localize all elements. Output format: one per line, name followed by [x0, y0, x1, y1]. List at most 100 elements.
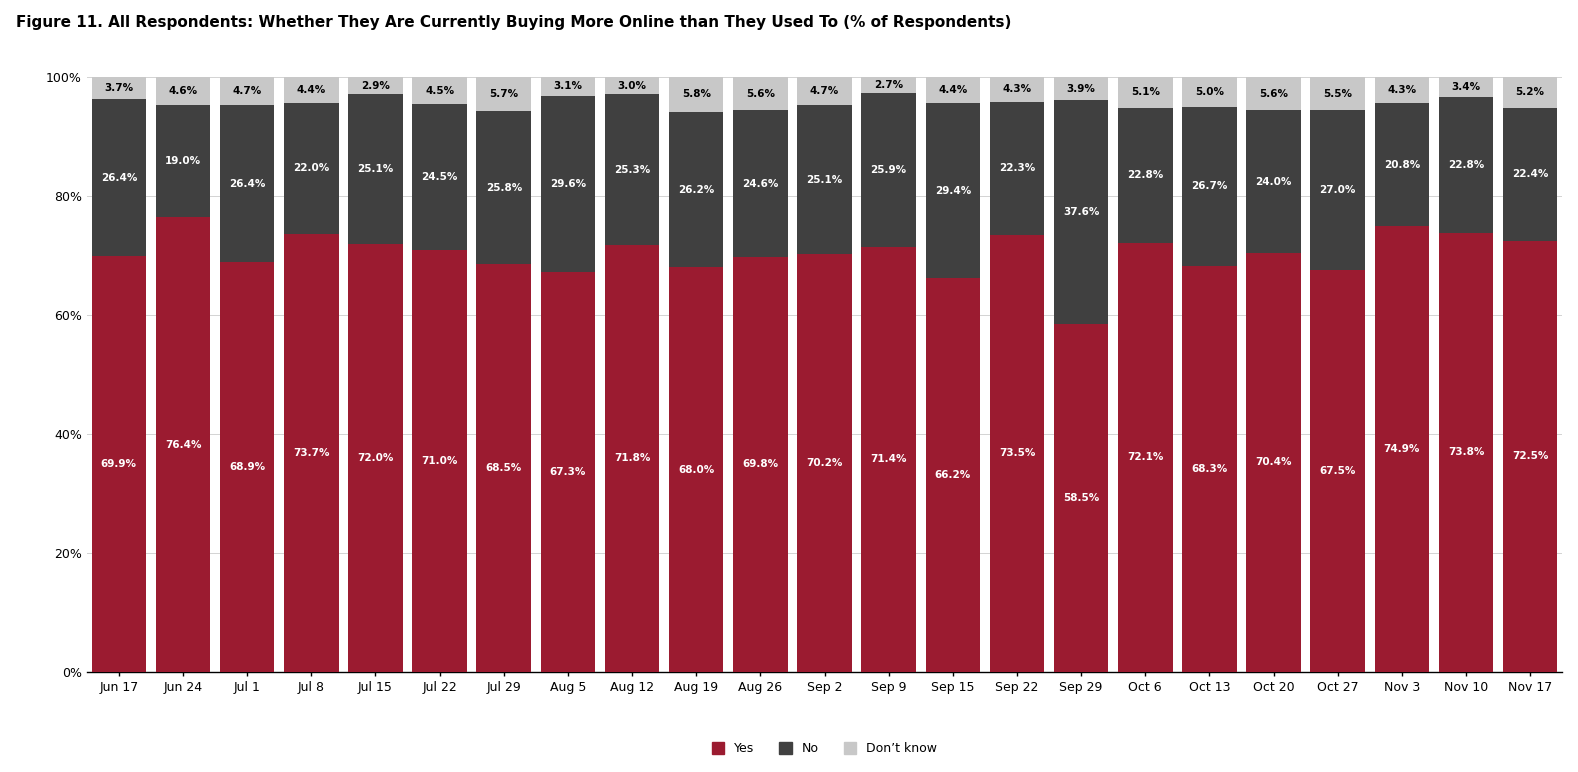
Bar	[1247, 77, 1300, 110]
Bar	[284, 76, 339, 103]
Text: 4.7%: 4.7%	[810, 86, 839, 96]
Bar	[284, 103, 339, 234]
Bar	[284, 234, 339, 672]
Text: 2.9%: 2.9%	[361, 81, 390, 91]
Bar	[1117, 243, 1172, 672]
Text: 4.4%: 4.4%	[297, 85, 327, 95]
Bar	[1182, 107, 1237, 266]
Text: 68.0%: 68.0%	[679, 465, 715, 475]
Bar	[1247, 110, 1300, 253]
Bar	[1182, 266, 1237, 672]
Legend: Yes, No, Don’t know: Yes, No, Don’t know	[707, 737, 942, 760]
Text: 73.7%: 73.7%	[294, 448, 330, 458]
Bar	[219, 77, 275, 105]
Bar	[1182, 77, 1237, 107]
Bar	[604, 245, 660, 672]
Bar	[797, 105, 852, 254]
Text: 69.8%: 69.8%	[742, 459, 778, 469]
Bar	[734, 257, 787, 672]
Bar	[1117, 107, 1172, 243]
Bar	[349, 77, 402, 94]
Text: 5.0%: 5.0%	[1195, 87, 1225, 97]
Bar	[412, 249, 467, 672]
Text: 72.0%: 72.0%	[357, 452, 393, 462]
Bar	[156, 218, 210, 672]
Text: 22.4%: 22.4%	[1512, 169, 1548, 179]
Bar	[734, 110, 787, 257]
Text: 3.9%: 3.9%	[1067, 84, 1095, 93]
Text: 4.5%: 4.5%	[424, 86, 454, 96]
Bar	[1310, 270, 1365, 672]
Text: 25.9%: 25.9%	[871, 165, 907, 175]
Text: 3.4%: 3.4%	[1452, 83, 1480, 93]
Bar	[1374, 103, 1430, 226]
Text: 66.2%: 66.2%	[934, 470, 970, 480]
Bar	[219, 105, 275, 262]
Text: 73.5%: 73.5%	[999, 449, 1035, 459]
Bar	[477, 265, 532, 672]
Text: 70.2%: 70.2%	[806, 458, 843, 468]
Bar	[604, 76, 660, 94]
Bar	[989, 76, 1045, 102]
Text: 4.6%: 4.6%	[169, 86, 197, 96]
Bar	[156, 104, 210, 218]
Bar	[1310, 110, 1365, 270]
Text: 74.9%: 74.9%	[1384, 444, 1420, 454]
Text: 25.3%: 25.3%	[614, 164, 650, 174]
Bar	[1374, 77, 1430, 103]
Bar	[1247, 253, 1300, 672]
Text: 25.1%: 25.1%	[357, 164, 393, 174]
Text: 2.7%: 2.7%	[874, 80, 903, 90]
Text: 5.5%: 5.5%	[1324, 89, 1352, 99]
Text: 22.3%: 22.3%	[999, 164, 1035, 174]
Text: 70.4%: 70.4%	[1255, 457, 1292, 467]
Bar	[1502, 76, 1557, 107]
Text: 29.6%: 29.6%	[549, 178, 585, 188]
Text: 22.0%: 22.0%	[294, 163, 330, 173]
Text: 22.8%: 22.8%	[1449, 160, 1485, 170]
Text: 26.4%: 26.4%	[101, 173, 137, 183]
Bar	[862, 247, 915, 672]
Bar	[541, 96, 595, 272]
Text: 4.3%: 4.3%	[1002, 84, 1032, 94]
Text: 3.7%: 3.7%	[104, 83, 134, 93]
Bar	[989, 235, 1045, 672]
Bar	[862, 93, 915, 247]
Text: 24.0%: 24.0%	[1256, 177, 1292, 187]
Bar	[1439, 97, 1493, 233]
Bar	[349, 94, 402, 244]
Text: 26.4%: 26.4%	[229, 178, 265, 188]
Text: 24.6%: 24.6%	[742, 178, 778, 188]
Text: 5.1%: 5.1%	[1131, 87, 1160, 97]
Text: 3.1%: 3.1%	[554, 81, 582, 91]
Bar	[92, 256, 147, 672]
Text: 5.7%: 5.7%	[489, 89, 518, 99]
Bar	[926, 103, 980, 278]
Text: 76.4%: 76.4%	[164, 439, 202, 449]
Text: 5.8%: 5.8%	[682, 90, 710, 100]
Text: 25.1%: 25.1%	[806, 174, 843, 185]
Bar	[669, 112, 723, 267]
Bar	[926, 77, 980, 103]
Bar	[797, 77, 852, 105]
Bar	[477, 77, 532, 111]
Text: 37.6%: 37.6%	[1064, 207, 1100, 217]
Bar	[797, 254, 852, 672]
Bar	[92, 77, 147, 99]
Bar	[1439, 233, 1493, 672]
Bar	[1502, 241, 1557, 672]
Text: 20.8%: 20.8%	[1384, 160, 1420, 170]
Bar	[349, 244, 402, 672]
Text: 26.2%: 26.2%	[679, 185, 715, 195]
Bar	[92, 99, 147, 256]
Bar	[669, 267, 723, 672]
Bar	[1117, 77, 1172, 107]
Bar	[541, 272, 595, 672]
Text: 4.3%: 4.3%	[1387, 85, 1417, 95]
Text: 71.8%: 71.8%	[614, 453, 650, 463]
Bar	[412, 77, 467, 104]
Text: 73.8%: 73.8%	[1447, 447, 1485, 457]
Text: 71.4%: 71.4%	[871, 455, 907, 465]
Text: 4.7%: 4.7%	[232, 86, 262, 96]
Bar	[1054, 77, 1108, 100]
